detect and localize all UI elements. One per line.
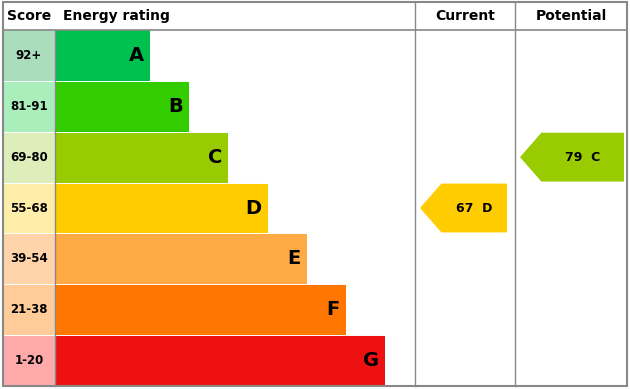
Bar: [55, 30, 150, 81]
Text: Energy rating: Energy rating: [63, 9, 170, 23]
Text: 39-54: 39-54: [10, 252, 48, 265]
Text: 81-91: 81-91: [10, 100, 48, 113]
Text: 67  D: 67 D: [456, 202, 493, 214]
Text: 1-20: 1-20: [14, 354, 43, 367]
Bar: [3, 30, 55, 81]
Bar: [55, 81, 189, 132]
Text: C: C: [208, 148, 222, 166]
Text: A: A: [129, 46, 144, 65]
Bar: [3, 182, 55, 233]
Bar: [3, 81, 55, 132]
Bar: [55, 284, 346, 335]
Bar: [3, 284, 55, 335]
Text: Potential: Potential: [536, 9, 607, 23]
Bar: [55, 335, 385, 386]
Text: F: F: [326, 300, 340, 319]
Bar: [3, 233, 55, 284]
Text: E: E: [287, 249, 301, 268]
Text: 92+: 92+: [16, 49, 42, 62]
Bar: [55, 132, 228, 182]
Text: 21-38: 21-38: [10, 303, 48, 316]
Text: D: D: [245, 198, 261, 217]
Bar: [55, 233, 307, 284]
Text: 69-80: 69-80: [10, 151, 48, 164]
Bar: [3, 132, 55, 182]
Text: G: G: [363, 351, 379, 370]
Text: B: B: [168, 97, 183, 116]
Text: 55-68: 55-68: [10, 202, 48, 214]
Bar: [55, 182, 268, 233]
Text: 79  C: 79 C: [565, 151, 600, 164]
Polygon shape: [420, 184, 507, 233]
Text: Current: Current: [435, 9, 495, 23]
Text: Score: Score: [7, 9, 51, 23]
Polygon shape: [520, 133, 624, 182]
Bar: [3, 335, 55, 386]
